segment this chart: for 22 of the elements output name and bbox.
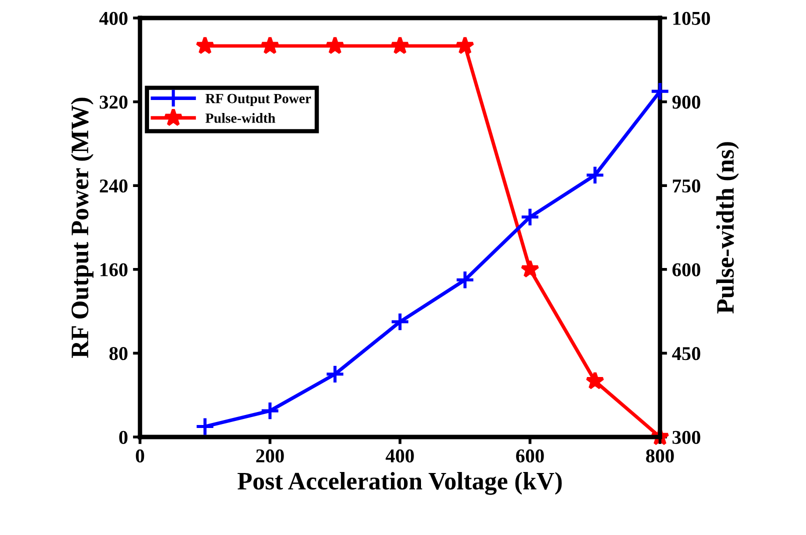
legend-label: RF Output Power [206, 94, 311, 106]
x-tick-label: 200 [256, 449, 284, 462]
y-tick-label: 160 [100, 263, 128, 276]
x-axis-title: Post Acceleration Voltage (kV) [238, 472, 562, 495]
y2-tick-label: 900 [672, 96, 700, 109]
x-tick-label: 800 [646, 449, 674, 462]
y2-tick-label: 300 [672, 430, 700, 444]
y-tick-label: 400 [99, 12, 128, 25]
y2-tick-label: 750 [672, 179, 700, 193]
y2-tick-label: 600 [672, 263, 700, 276]
y2-tick-label: 1050 [673, 12, 710, 25]
y-tick-label: 240 [100, 179, 128, 193]
y2-tick-label: 450 [672, 347, 700, 360]
y-axis-title: RF Output Power (MW) [70, 98, 94, 358]
y-tick-label: 320 [100, 96, 128, 109]
y-tick-label: 0 [119, 430, 128, 444]
legend-label: Pulse-width [206, 113, 276, 123]
y2-axis-title: Pulse-width (ns) [716, 142, 739, 314]
y-tick-label: 80 [109, 347, 128, 360]
x-tick-label: 0 [136, 449, 144, 462]
x-tick-label: 600 [516, 449, 544, 462]
x-tick-label: 400 [386, 449, 414, 462]
